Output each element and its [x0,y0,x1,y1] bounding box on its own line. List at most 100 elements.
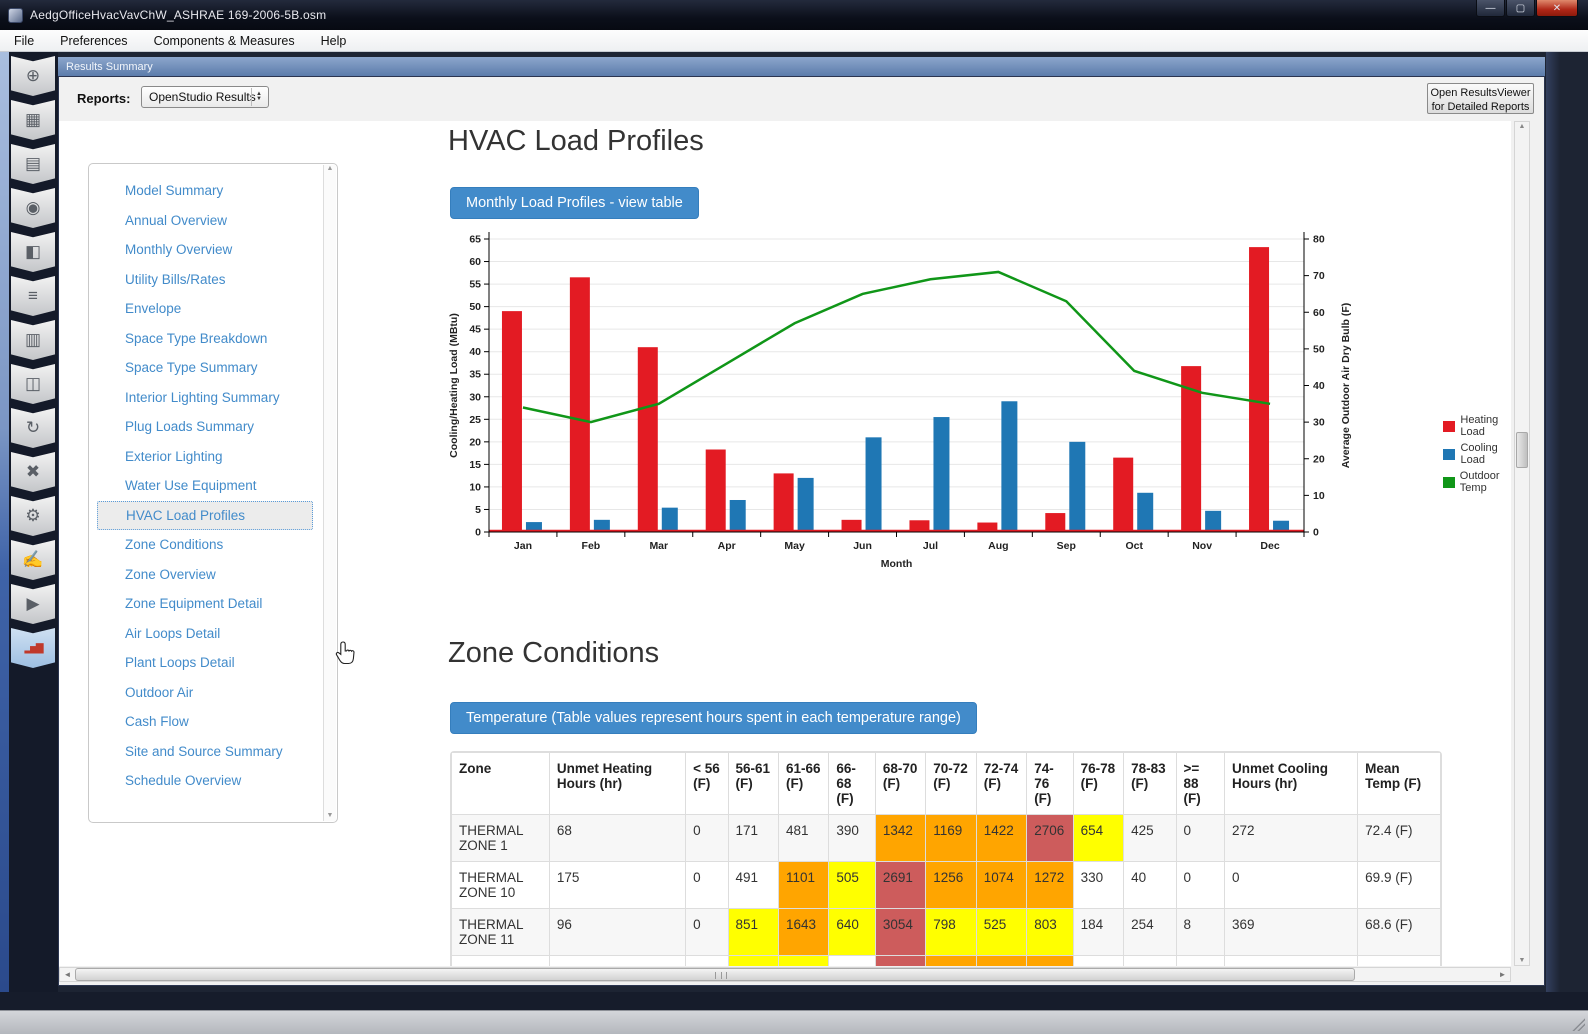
legend-item: Heating Load [1443,414,1508,438]
sidebar-item-air-loops-detail[interactable]: Air Loops Detail [125,625,221,641]
reports-dropdown[interactable]: OpenStudio Results ▲ ▼ [141,86,269,108]
value-cell: 481 [777,814,830,862]
rail-tab-space-types-icon[interactable]: ◧ [11,232,55,272]
nav-scroll-down-icon[interactable]: ▼ [326,812,334,819]
rail-tab-loads-icon[interactable]: ◉ [11,188,55,228]
value-cell: 390 [828,814,876,862]
space-types-icon: ◧ [24,242,42,261]
value-cell [727,955,779,966]
sidebar-item-cash-flow[interactable]: Cash Flow [125,714,189,730]
sidebar-item-site-and-source-summary[interactable]: Site and Source Summary [125,743,283,759]
svg-text:70: 70 [1313,270,1325,282]
menu-components-measures[interactable]: Components & Measures [153,33,295,48]
rail-tab-thermal-zones-icon[interactable]: ◫ [11,364,55,404]
sidebar-item-zone-conditions[interactable]: Zone Conditions [125,537,224,553]
value-cell [777,955,830,966]
dropdown-stepper-icon: ▲ ▼ [251,88,266,106]
value-cell: 525 [975,908,1028,956]
sidebar-item-interior-lighting-summary[interactable]: Interior Lighting Summary [125,389,280,405]
rail-tab-simulation-settings-icon[interactable]: ⚙ [11,496,55,536]
scroll-left-icon[interactable]: ◄ [63,970,72,979]
sidebar-item-plant-loops-detail[interactable]: Plant Loops Detail [125,655,235,671]
sidebar-item-outdoor-air[interactable]: Outdoor Air [125,684,194,700]
sidebar-item-exterior-lighting[interactable]: Exterior Lighting [125,448,223,464]
rail-tab-measures-icon[interactable]: ✍ [11,540,55,580]
facility-icon: ▥ [24,330,42,349]
results-panel: Reports: OpenStudio Results ▲ ▼ Open Resu… [58,76,1545,986]
minimize-button[interactable]: — [1476,0,1505,17]
rail-tab-results-summary-icon[interactable]: ▂▅▇ [11,628,55,668]
rail-tab-run-simulation-icon[interactable]: ▶ [11,584,55,624]
value-cell: 0 [1175,814,1225,862]
nav-scroll-up-icon[interactable]: ▲ [326,165,334,172]
scroll-up-icon[interactable]: ▲ [1518,123,1526,130]
nav-scrollbar[interactable]: ▲ ▼ [323,165,336,821]
svg-text:Jul: Jul [923,540,938,552]
horizontal-scrollbar[interactable]: ◄ ► [59,967,1511,982]
value-cell: 491 [727,861,779,909]
column-header: Unmet Heating Hours (hr) [548,752,687,815]
svg-text:Jun: Jun [853,540,872,552]
reports-label: Reports: [77,91,131,106]
sidebar-item-envelope[interactable]: Envelope [125,301,182,317]
rail-tab-output-variables-icon[interactable]: ✖ [11,452,55,492]
vertical-scroll-thumb[interactable] [1516,432,1528,468]
sidebar-item-model-summary[interactable]: Model Summary [125,183,224,199]
menu-help[interactable]: Help [320,33,347,48]
scroll-down-icon[interactable]: ▼ [1518,957,1526,964]
window-frame: ⊕ ▦ ▤ ◉ ◧ ≡ ▥ ◫ ↻ ✖ ⚙ ✍ ▶ ▂▅▇ Results Su… [0,52,1588,992]
svg-text:Feb: Feb [582,540,601,552]
sidebar-item-plug-loads-summary[interactable]: Plug Loads Summary [125,419,255,435]
legend-item: Cooling Load [1443,442,1508,466]
sidebar-item-space-type-summary[interactable]: Space Type Summary [125,360,258,376]
rail-tab-constructions-icon[interactable]: ▤ [11,144,55,184]
menu-preferences[interactable]: Preferences [60,33,128,48]
close-button[interactable]: ✕ [1536,0,1578,17]
sidebar-item-utility-bills-rates[interactable]: Utility Bills/Rates [125,271,226,287]
svg-text:10: 10 [1313,490,1325,502]
svg-text:0: 0 [1313,527,1319,539]
status-bar [0,1010,1588,1034]
sidebar-item-water-use-equipment[interactable]: Water Use Equipment [125,478,257,494]
report-viewport: Model Summary Annual Overview Monthly Over… [59,121,1511,966]
svg-text:10: 10 [469,481,481,493]
results-summary-tab[interactable]: Results Summary [58,57,1545,76]
value-cell: 1256 [925,861,977,909]
rail-tab-hvac-systems-icon[interactable]: ↻ [11,408,55,448]
sidebar-item-monthly-overview[interactable]: Monthly Overview [125,242,233,258]
horizontal-scroll-thumb[interactable] [75,968,1355,981]
sidebar-item-schedule-overview[interactable]: Schedule Overview [125,773,242,789]
report-nav-panel: Model Summary Annual Overview Monthly Over… [88,163,338,823]
building-stories-icon: ≡ [28,286,38,305]
scroll-right-icon[interactable]: ► [1498,970,1507,979]
value-cell: 8 [1175,908,1225,956]
menu-file[interactable]: File [14,33,35,48]
open-resultsviewer-button[interactable]: Open ResultsViewer for Detailed Reports [1427,83,1534,114]
column-header: 74-76 (F) [1026,752,1074,815]
rail-tab-facility-icon[interactable]: ▥ [11,320,55,360]
temperature-table-button[interactable]: Temperature (Table values represent hour… [450,702,977,734]
svg-text:80: 80 [1313,234,1325,246]
output-variables-icon: ✖ [25,462,41,481]
sidebar-item-space-type-breakdown[interactable]: Space Type Breakdown [125,330,268,346]
sidebar-item-hvac-load-profiles[interactable]: HVAC Load Profiles [97,500,313,530]
maximize-button[interactable]: ▢ [1506,0,1535,17]
rail-tab-building-stories-icon[interactable]: ≡ [11,276,55,316]
sidebar-item-annual-overview[interactable]: Annual Overview [125,212,228,228]
vertical-tab-rail: ⊕ ▦ ▤ ◉ ◧ ≡ ▥ ◫ ↻ ✖ ⚙ ✍ ▶ ▂▅▇ [9,52,58,992]
svg-text:20: 20 [469,436,481,448]
rail-tab-site-icon[interactable]: ⊕ [11,56,55,96]
resize-grip-icon[interactable] [1572,1018,1585,1031]
svg-text:Cooling/Heating Load (MBtu): Cooling/Heating Load (MBtu) [448,313,460,458]
value-cell: 272 [1223,814,1359,862]
column-header: 68-70 (F) [874,752,927,815]
sidebar-item-zone-equipment-detail[interactable]: Zone Equipment Detail [125,596,263,612]
column-header: 72-74 (F) [975,752,1028,815]
hvac-load-chart: 0 5 10 15 20 25 30 35 40 45 50 55 60 65 0 10 20 30 40 50 60 7… [444,229,1369,626]
rail-tab-schedules-icon[interactable]: ▦ [11,100,55,140]
sidebar-item-zone-overview[interactable]: Zone Overview [125,566,216,582]
menu-bar: File Preferences Components & Measures Help [0,30,1588,52]
monthly-load-profiles-button[interactable]: Monthly Load Profiles - view table [450,187,699,219]
vertical-scrollbar[interactable]: ▲ ▼ [1514,121,1530,966]
value-cell: 96 [548,908,687,956]
